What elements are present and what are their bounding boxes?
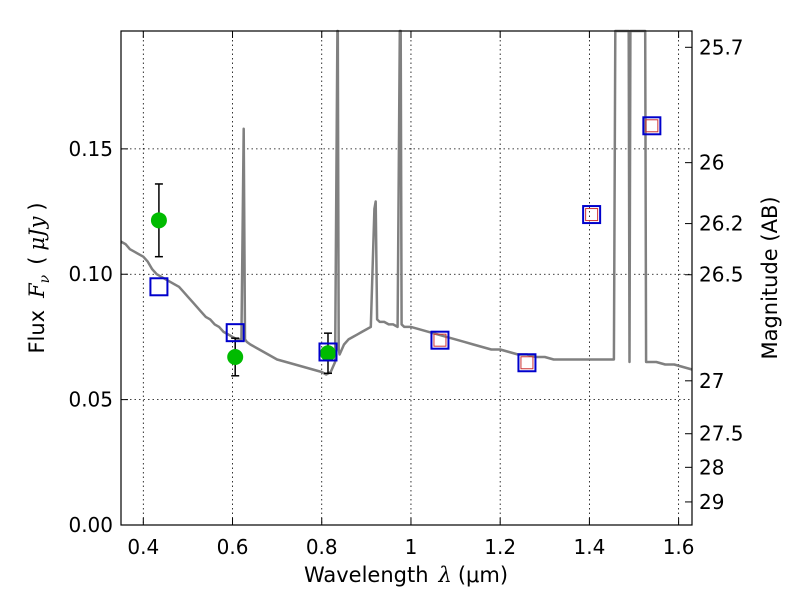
grid-lines xyxy=(121,31,692,525)
right-tick-label: 28 xyxy=(699,455,724,479)
model-photometry-inner xyxy=(585,208,599,222)
model-photometry-point xyxy=(642,116,662,136)
x-ticks: 0.4 0.6 0.8 1 1.2 1.4 1.6 xyxy=(127,31,695,559)
y-tick-label: 0.05 xyxy=(68,388,113,412)
right-tick-label: 26.5 xyxy=(699,263,744,287)
x-tick-label: 1.2 xyxy=(484,535,516,559)
right-tick-label: 27.5 xyxy=(699,422,744,446)
model-photometry-point xyxy=(582,205,602,225)
observed-points xyxy=(150,212,336,365)
right-tick-label: 27 xyxy=(699,369,724,393)
x-tick-label: 0.6 xyxy=(217,535,249,559)
model-photometry-point xyxy=(430,330,450,350)
y-tick-label: 0.00 xyxy=(68,513,113,537)
x-tick-label: 0.4 xyxy=(127,535,159,559)
x-tick-label: 1.4 xyxy=(573,535,605,559)
right-tick-label: 26.2 xyxy=(699,212,744,236)
x-tick-label: 1 xyxy=(405,535,418,559)
x-axis-label: Wavelength λ (μm) xyxy=(304,563,508,587)
observed-point xyxy=(227,348,244,365)
observed-point xyxy=(150,212,167,229)
model-photometry-inner xyxy=(520,356,534,370)
model-photometry-inner xyxy=(645,119,659,133)
observed-point xyxy=(319,345,336,362)
right-tick-label: 25.7 xyxy=(699,35,744,59)
model-photometry-inner xyxy=(433,333,447,347)
y-tick-label: 0.10 xyxy=(68,262,113,286)
right-axis-label: Magnitude (AB) xyxy=(758,196,782,359)
y-ticks: 0.00 0.05 0.10 0.15 xyxy=(68,137,128,537)
model-photometry-points xyxy=(149,116,662,373)
y-axis-label: FluxFν(μJy) xyxy=(25,202,53,353)
model-photometry-point xyxy=(149,277,169,297)
model-spectrum-line xyxy=(120,29,693,376)
right-tick-label: 29 xyxy=(699,490,724,514)
right-tick-label: 26 xyxy=(699,151,724,175)
model-photometry-point xyxy=(318,342,338,362)
x-tick-label: 0.8 xyxy=(306,535,338,559)
model-photometry-point xyxy=(225,323,245,343)
right-ticks: 25.7 26 26.2 26.5 27 27.5 28 29 xyxy=(685,35,744,514)
x-tick-label: 1.6 xyxy=(663,535,695,559)
model-spectrum-group xyxy=(120,29,693,376)
model-photometry-point xyxy=(517,353,537,373)
plot-frame xyxy=(120,30,693,526)
y-tick-label: 0.15 xyxy=(68,137,113,161)
